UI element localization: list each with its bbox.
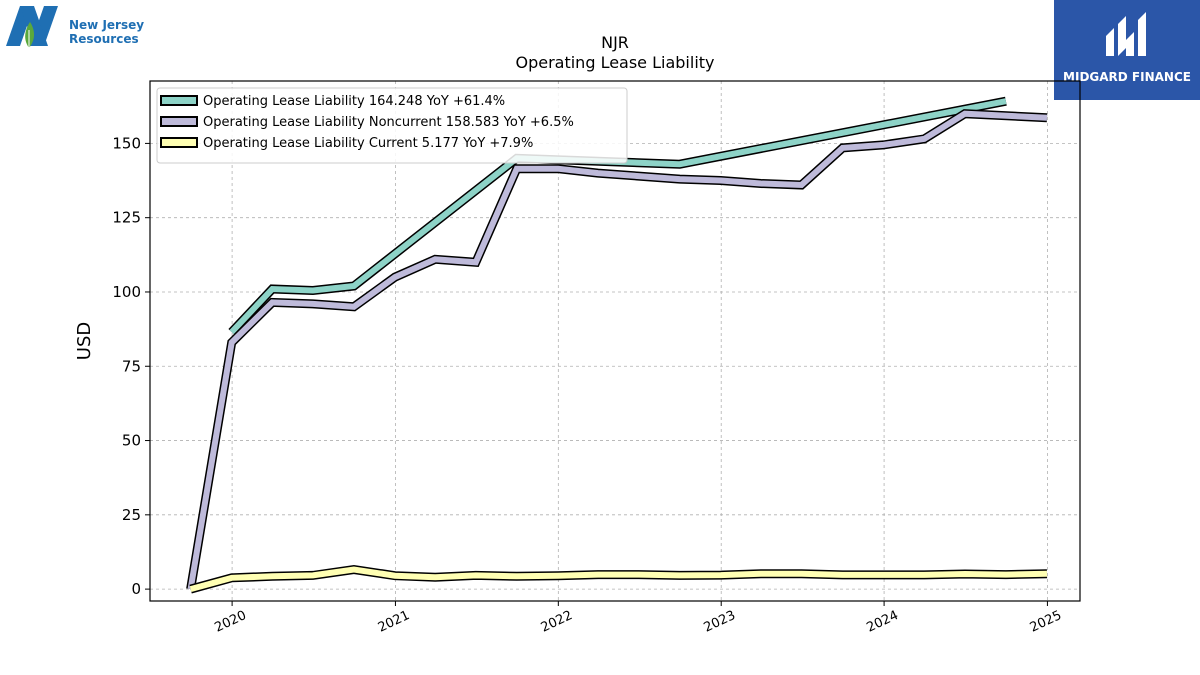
- y-axis-ticks: 0 25 50 75 100 125 150: [112, 134, 150, 598]
- njr-logo-icon: [6, 6, 58, 48]
- x-tick-label: 2022: [539, 608, 575, 636]
- x-tick-label: 2023: [702, 608, 738, 636]
- legend-swatch-1: [160, 116, 198, 127]
- y-tick-label: 0: [131, 580, 141, 598]
- midgard-logo: MIDGARD FINANCE: [1054, 0, 1200, 100]
- legend-swatch-2: [160, 137, 198, 148]
- y-tick-label: 125: [112, 209, 141, 227]
- legend-label-1: Operating Lease Liability Noncurrent 158…: [203, 115, 574, 130]
- x-axis-ticks: 2020 2021 2022 2023 2024 2025: [212, 601, 1064, 636]
- series-line-1: [187, 110, 1048, 590]
- njr-logo: New Jersey Resources: [4, 4, 154, 52]
- series-group: [186, 96, 1048, 594]
- chart-title: NJR: [601, 33, 629, 52]
- chart-subtitle: Operating Lease Liability: [515, 53, 714, 72]
- y-tick-label: 150: [112, 134, 141, 152]
- x-tick-label: 2024: [864, 608, 900, 636]
- series-outline-1: [186, 109, 1048, 590]
- legend-box: [156, 87, 628, 164]
- midgard-logo-text: MIDGARD FINANCE: [1063, 70, 1191, 84]
- series-line-2: [189, 566, 1048, 592]
- y-tick-label: 25: [122, 506, 141, 524]
- x-tick-label: 2020: [212, 608, 248, 636]
- grid-lines: [150, 81, 1080, 601]
- x-tick-label: 2025: [1028, 608, 1064, 636]
- njr-logo-line2: Resources: [69, 32, 139, 46]
- legend-swatch-0: [160, 95, 198, 106]
- x-tick-label: 2021: [376, 608, 412, 636]
- legend: Operating Lease Liability 164.248 YoY +6…: [156, 87, 628, 164]
- plot-frame: [149, 80, 1081, 602]
- njr-logo-text: New Jersey Resources: [69, 18, 144, 46]
- series-line-0: [229, 98, 1007, 335]
- y-tick-label: 75: [122, 357, 141, 375]
- midgard-logo-icon: [1106, 12, 1146, 56]
- y-axis-label: USD: [74, 322, 95, 360]
- legend-label-0: Operating Lease Liability 164.248 YoY +6…: [203, 94, 505, 109]
- y-tick-label: 50: [122, 432, 141, 450]
- njr-logo-line1: New Jersey: [69, 18, 145, 32]
- legend-label-2: Operating Lease Liability Current 5.177 …: [203, 136, 533, 151]
- y-tick-label: 100: [112, 283, 141, 301]
